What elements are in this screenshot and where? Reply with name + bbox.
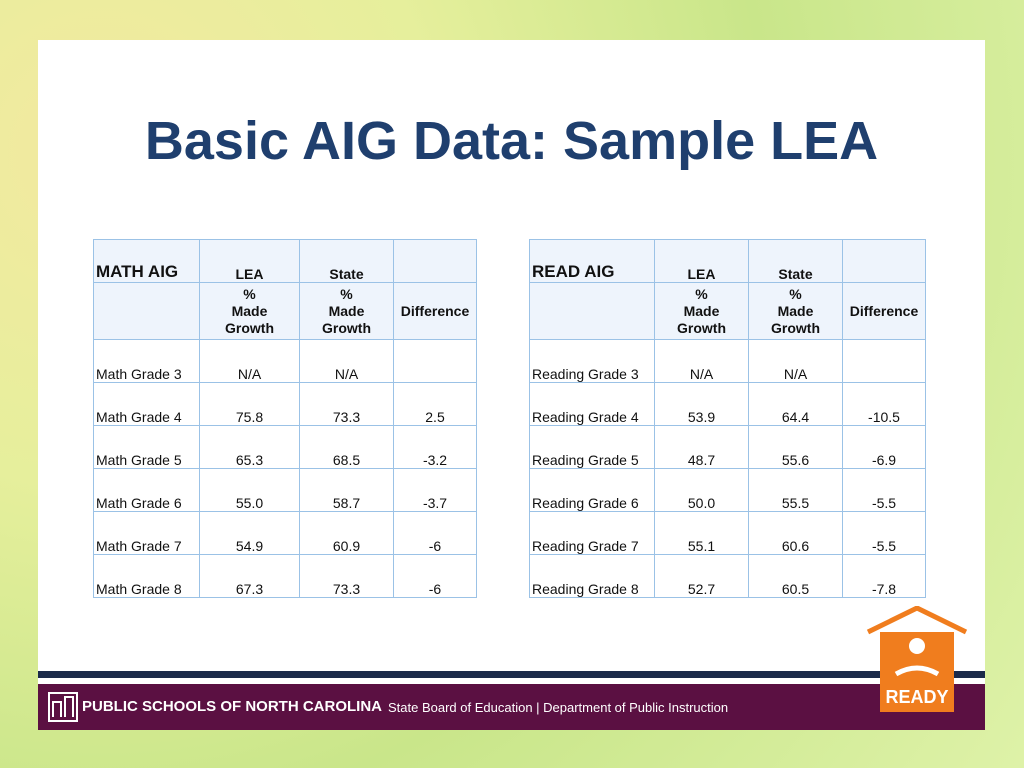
data-cell: 73.3 <box>299 382 394 426</box>
data-cell: 58.7 <box>299 468 394 512</box>
footer-rule <box>38 671 985 678</box>
data-cell: 48.7 <box>654 425 749 469</box>
footer-bar: PUBLIC SCHOOLS OF NORTH CAROLINA State B… <box>38 684 985 730</box>
empty-cell <box>93 282 200 340</box>
row-label: Reading Grade 6 <box>529 468 655 512</box>
data-cell: -6.9 <box>842 425 926 469</box>
data-cell: 60.5 <box>748 554 843 598</box>
data-row: Math Grade 3 N/A N/A <box>93 339 477 383</box>
subheader-cell: % Made Growth <box>299 282 394 340</box>
data-row: Reading Grade 5 48.7 55.6 -6.9 <box>529 425 926 469</box>
empty-cell <box>393 239 477 283</box>
slide-title: Basic AIG Data: Sample LEA <box>144 111 879 171</box>
data-cell: 2.5 <box>393 382 477 426</box>
row-label: Reading Grade 5 <box>529 425 655 469</box>
data-row: Reading Grade 7 55.1 60.6 -5.5 <box>529 511 926 555</box>
column-header: State <box>748 239 843 283</box>
data-cell: 55.0 <box>199 468 300 512</box>
data-cell: 55.1 <box>654 511 749 555</box>
data-row: Reading Grade 6 50.0 55.5 -5.5 <box>529 468 926 512</box>
seal-icon <box>48 692 78 722</box>
header-row: READ AIG LEA State <box>529 239 926 283</box>
data-cell: -3.2 <box>393 425 477 469</box>
data-row: Math Grade 4 75.8 73.3 2.5 <box>93 382 477 426</box>
ready-logo: READY <box>866 606 968 712</box>
row-label: Math Grade 4 <box>93 382 200 426</box>
data-cell: 52.7 <box>654 554 749 598</box>
subheader-cell: % Made Growth <box>199 282 300 340</box>
data-cell: 55.6 <box>748 425 843 469</box>
data-cell: -6 <box>393 554 477 598</box>
column-header: State <box>299 239 394 283</box>
empty-cell <box>842 339 926 383</box>
data-cell: -10.5 <box>842 382 926 426</box>
data-cell: 73.3 <box>299 554 394 598</box>
data-row: Math Grade 6 55.0 58.7 -3.7 <box>93 468 477 512</box>
data-cell: 50.0 <box>654 468 749 512</box>
subheader-row: % Made Growth% Made Growth Difference <box>93 282 477 340</box>
column-header: LEA <box>199 239 300 283</box>
subheader-cell: Difference <box>393 282 477 340</box>
row-label: Math Grade 5 <box>93 425 200 469</box>
data-cell: 60.6 <box>748 511 843 555</box>
math-table: MATH AIG LEA State% Made Growth% Made Grow… <box>93 239 477 598</box>
data-row: Reading Grade 8 52.7 60.5 -7.8 <box>529 554 926 598</box>
row-label: Reading Grade 3 <box>529 339 655 383</box>
data-cell: 60.9 <box>299 511 394 555</box>
empty-cell <box>529 282 655 340</box>
empty-cell <box>842 239 926 283</box>
data-cell: 55.5 <box>748 468 843 512</box>
row-label: Reading Grade 4 <box>529 382 655 426</box>
data-cell: N/A <box>199 339 300 383</box>
data-cell: 68.5 <box>299 425 394 469</box>
data-cell: 64.4 <box>748 382 843 426</box>
table-label: MATH AIG <box>93 239 200 283</box>
logo-text: READY <box>885 687 948 707</box>
row-label: Math Grade 8 <box>93 554 200 598</box>
data-cell: 53.9 <box>654 382 749 426</box>
data-cell: -5.5 <box>842 511 926 555</box>
row-label: Math Grade 3 <box>93 339 200 383</box>
data-cell: -3.7 <box>393 468 477 512</box>
data-cell: -6 <box>393 511 477 555</box>
data-cell: -7.8 <box>842 554 926 598</box>
subheader-cell: Difference <box>842 282 926 340</box>
data-cell: -5.5 <box>842 468 926 512</box>
data-cell: N/A <box>299 339 394 383</box>
footer-sub: State Board of Education | Department of… <box>388 700 729 715</box>
data-cell: N/A <box>748 339 843 383</box>
row-label: Math Grade 6 <box>93 468 200 512</box>
data-row: Math Grade 7 54.9 60.9 -6 <box>93 511 477 555</box>
subheader-cell: % Made Growth <box>748 282 843 340</box>
data-row: Math Grade 8 67.3 73.3 -6 <box>93 554 477 598</box>
table-label: READ AIG <box>529 239 655 283</box>
header-row: MATH AIG LEA State <box>93 239 477 283</box>
data-cell: 75.8 <box>199 382 300 426</box>
data-row: Reading Grade 3 N/A N/A <box>529 339 926 383</box>
empty-cell <box>393 339 477 383</box>
read-table: READ AIG LEA State% Made Growth% Made Grow… <box>529 239 926 598</box>
data-cell: 67.3 <box>199 554 300 598</box>
subheader-row: % Made Growth% Made Growth Difference <box>529 282 926 340</box>
footer-org: PUBLIC SCHOOLS OF NORTH CAROLINA <box>82 698 382 715</box>
row-label: Math Grade 7 <box>93 511 200 555</box>
data-cell: 54.9 <box>199 511 300 555</box>
row-label: Reading Grade 7 <box>529 511 655 555</box>
subheader-cell: % Made Growth <box>654 282 749 340</box>
data-row: Reading Grade 4 53.9 64.4 -10.5 <box>529 382 926 426</box>
column-header: LEA <box>654 239 749 283</box>
data-cell: 65.3 <box>199 425 300 469</box>
data-row: Math Grade 5 65.3 68.5 -3.2 <box>93 425 477 469</box>
row-label: Reading Grade 8 <box>529 554 655 598</box>
data-cell: N/A <box>654 339 749 383</box>
